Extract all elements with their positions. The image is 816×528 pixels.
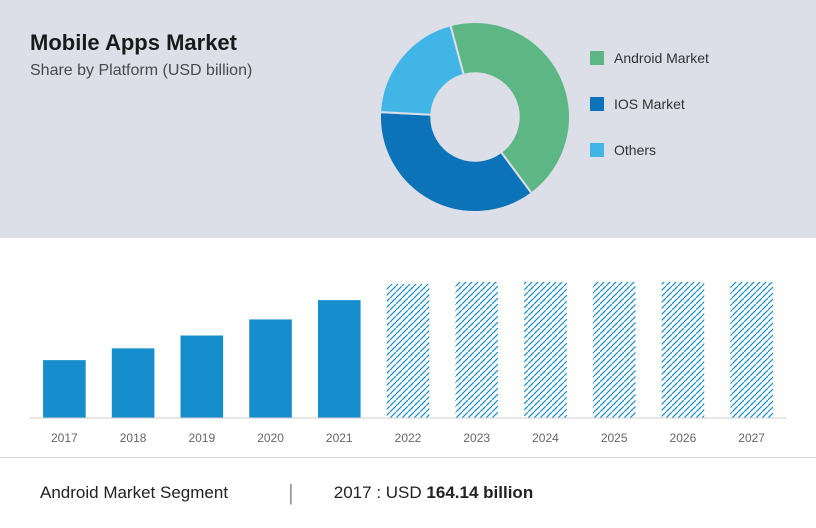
legend-item: Others [590, 142, 709, 158]
footer-value: 2017 : USD 164.14 billion [334, 483, 533, 503]
legend-swatch [590, 143, 604, 157]
footer-amount: 164.14 [426, 483, 478, 502]
top-panel: Mobile Apps Market Share by Platform (US… [0, 0, 816, 238]
bar-x-label: 2027 [738, 431, 765, 445]
bar [455, 282, 498, 418]
bar-x-label: 2021 [326, 431, 353, 445]
legend-swatch [590, 97, 604, 111]
bar [593, 282, 636, 418]
bar [662, 282, 705, 418]
footer-colon: : [376, 483, 385, 502]
bar-x-label: 2024 [532, 431, 559, 445]
bar-x-label: 2018 [120, 431, 147, 445]
bar [43, 360, 86, 418]
bar-x-label: 2023 [463, 431, 490, 445]
bar-x-label: 2019 [188, 431, 215, 445]
footer-unit: billion [483, 483, 533, 502]
donut-slice [380, 112, 532, 212]
bar-x-label: 2020 [257, 431, 284, 445]
bar [249, 319, 292, 418]
bar [730, 282, 773, 418]
bar-chart-svg: 2017 2018 2019 2020 2021 2022 2023 2024 2025 2026… [30, 256, 786, 456]
page-title: Mobile Apps Market [30, 30, 237, 56]
legend-label: Others [614, 142, 656, 158]
page-subtitle: Share by Platform (USD billion) [30, 62, 252, 80]
bar [387, 284, 430, 418]
bar [318, 300, 361, 418]
legend-item: IOS Market [590, 96, 709, 112]
donut-chart [380, 22, 570, 217]
donut-slice [380, 25, 464, 114]
footer-segment-label: Android Market Segment [40, 483, 228, 503]
bar [181, 336, 224, 419]
bar-x-label: 2017 [51, 431, 78, 445]
bar-chart-panel: 2017 2018 2019 2020 2021 2022 2023 2024 2025 2026… [0, 238, 816, 458]
legend-label: Android Market [614, 50, 709, 66]
legend-label: IOS Market [614, 96, 685, 112]
legend-item: Android Market [590, 50, 709, 66]
bar [112, 348, 155, 418]
bar-x-label: 2022 [395, 431, 422, 445]
bar [524, 282, 567, 418]
bar-x-label: 2026 [670, 431, 697, 445]
donut-svg [380, 22, 570, 212]
footer-separator: | [288, 480, 294, 506]
bar-x-label: 2025 [601, 431, 628, 445]
footer-currency: USD [386, 483, 422, 502]
donut-legend: Android Market IOS Market Others [590, 50, 709, 188]
footer-row: Android Market Segment | 2017 : USD 164.… [0, 458, 816, 528]
footer-year: 2017 [334, 483, 372, 502]
legend-swatch [590, 51, 604, 65]
